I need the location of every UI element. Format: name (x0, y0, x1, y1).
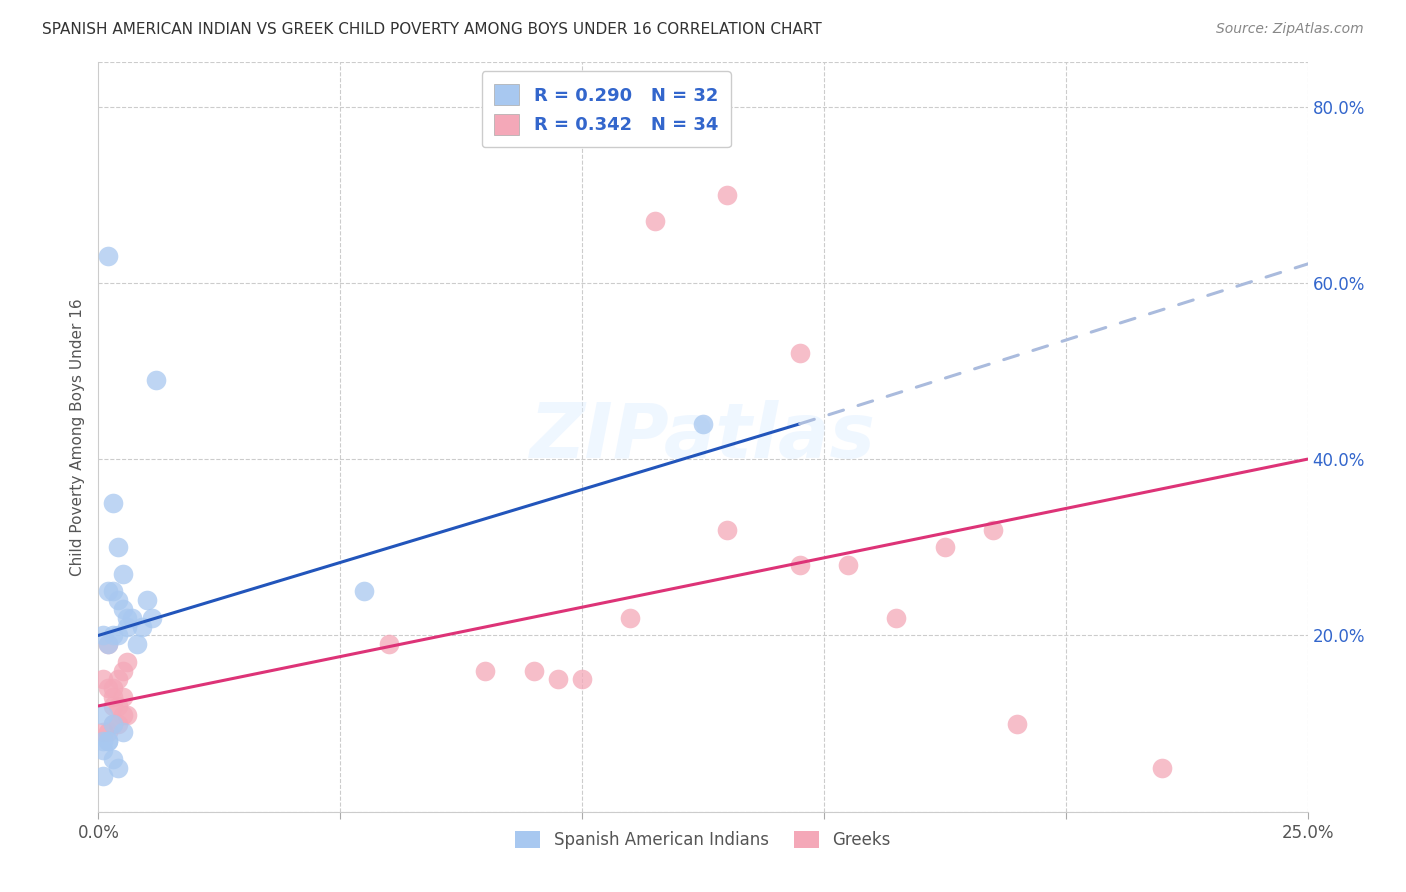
Point (934, 541, 956, 555)
Point (644, 214, 666, 228)
Point (97, 681, 120, 696)
Point (107, 628, 129, 642)
Point (117, 619, 139, 633)
Point (111, 725, 134, 739)
Point (91, 707, 114, 722)
Point (101, 681, 124, 696)
Point (91, 673, 114, 687)
Point (111, 690, 134, 705)
Y-axis label: Child Poverty Among Boys Under 16: Child Poverty Among Boys Under 16 (70, 298, 86, 576)
Point (547, 673, 569, 687)
Point (789, 558, 811, 572)
Point (111, 602, 134, 616)
Point (692, 417, 714, 431)
Point (91, 725, 114, 739)
Point (886, 611, 908, 625)
Point (117, 611, 139, 625)
Point (97, 734, 120, 748)
Legend: Spanish American Indians, Greeks: Spanish American Indians, Greeks (509, 824, 897, 855)
Point (101, 752, 124, 766)
Point (981, 523, 1004, 537)
Point (101, 584, 124, 599)
Point (571, 673, 593, 687)
Point (111, 566, 134, 581)
Point (101, 690, 124, 705)
Point (101, 628, 124, 642)
Point (101, 698, 124, 713)
Point (91, 769, 114, 783)
Point (97, 637, 120, 651)
Point (145, 373, 167, 387)
Point (101, 716, 124, 731)
Point (91, 743, 114, 757)
Point (127, 637, 149, 651)
Point (97, 584, 120, 599)
Text: ZIPatlas: ZIPatlas (530, 401, 876, 474)
Point (121, 611, 143, 625)
Point (523, 664, 546, 678)
Point (97, 734, 120, 748)
Point (377, 637, 399, 651)
Point (1007, 716, 1029, 731)
Point (101, 716, 124, 731)
Point (789, 346, 811, 360)
Point (97, 725, 120, 739)
Point (107, 673, 129, 687)
Point (107, 716, 129, 731)
Point (91, 734, 114, 748)
Point (474, 664, 496, 678)
Point (107, 593, 129, 607)
Point (111, 664, 134, 678)
Point (97, 249, 120, 263)
Point (141, 611, 163, 625)
Point (107, 541, 129, 555)
Point (107, 761, 129, 775)
Point (353, 584, 375, 599)
Point (117, 655, 139, 669)
Point (131, 619, 153, 633)
Point (107, 698, 129, 713)
Point (837, 558, 859, 572)
Point (716, 523, 738, 537)
Point (111, 707, 134, 722)
Point (101, 496, 124, 510)
Point (619, 611, 641, 625)
Point (117, 707, 139, 722)
Point (91, 628, 114, 642)
Point (97, 637, 120, 651)
Text: SPANISH AMERICAN INDIAN VS GREEK CHILD POVERTY AMONG BOYS UNDER 16 CORRELATION C: SPANISH AMERICAN INDIAN VS GREEK CHILD P… (42, 22, 823, 37)
Point (1152, 761, 1174, 775)
Text: Source: ZipAtlas.com: Source: ZipAtlas.com (1216, 22, 1364, 37)
Point (716, 187, 738, 202)
Point (135, 593, 157, 607)
